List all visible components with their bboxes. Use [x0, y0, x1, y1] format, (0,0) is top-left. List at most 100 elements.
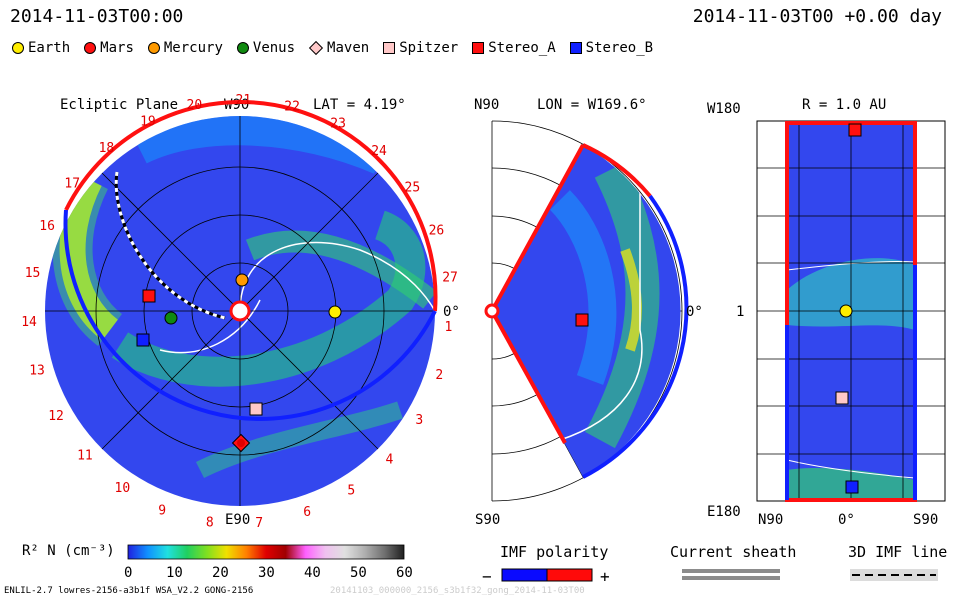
ecliptic-density-band-mid	[111, 210, 426, 387]
meridional-density-band	[585, 162, 660, 449]
legend-maven: Maven	[308, 40, 370, 56]
colorbar-gradient	[127, 544, 405, 560]
imf3d-key	[850, 569, 938, 581]
legend-stereo-a: Stereo_A	[472, 40, 556, 56]
rotation-label: 5	[347, 484, 355, 499]
radial-bottom-mid: 0°	[838, 512, 855, 528]
meridional-current-sheath	[559, 175, 643, 441]
mars-marker-icon	[84, 42, 97, 54]
current-sheath-key	[682, 569, 780, 580]
legend-mercury-label: Mercury	[163, 40, 223, 56]
ecliptic-mars-marker	[237, 439, 245, 447]
legend-venus: Venus	[236, 40, 296, 56]
ecliptic-lat: LAT = 4.19°	[313, 97, 406, 113]
meridional-polarity-arc-negative	[582, 194, 689, 479]
rotation-label: 25	[405, 180, 421, 195]
rotation-label: 6	[303, 505, 311, 520]
ecliptic-density-band-lower	[195, 401, 403, 479]
rotation-label: 19	[140, 115, 156, 130]
colorbar-tick: 30	[258, 565, 275, 581]
rotation-label: 16	[39, 219, 55, 234]
ecliptic-stereo-b-marker	[136, 333, 150, 347]
legend-venus-label: Venus	[252, 40, 296, 56]
ecliptic-right-label: 0°	[443, 304, 460, 320]
sun-inner-boundary	[229, 300, 251, 322]
legend-earth: Earth	[12, 40, 70, 56]
imf-minus-label: −	[482, 567, 492, 586]
ecliptic-spitzer-marker	[249, 402, 263, 416]
ecliptic-density-band-halo	[52, 171, 123, 346]
meridional-bottom-label: S90	[475, 512, 500, 528]
ecliptic-stereo-a-marker	[142, 289, 156, 303]
bodies-legend: Earth Mars Mercury Venus Maven Spitzer S…	[12, 38, 667, 58]
rotation-label: 26	[429, 223, 445, 238]
colorbar-ticks: 0 10 20 30 40 50 60	[124, 565, 413, 581]
footer-model-info: ENLIL-2.7 lowres-2156-a3b1f WSA_V2.2 GON…	[4, 586, 254, 596]
legend-maven-label: Maven	[327, 40, 370, 56]
ecliptic-mercury-marker	[235, 273, 249, 287]
legend-mars-label: Mars	[100, 40, 134, 56]
imf3d-title: 3D IMF line	[848, 543, 948, 561]
legend-spitzer-label: Spitzer	[399, 40, 459, 56]
colorbar-tick: 10	[166, 565, 183, 581]
meridional-lon: LON = W169.6°	[537, 97, 647, 113]
radial-panel: 1 E180 N90 0° S90	[707, 120, 946, 528]
mercury-marker-icon	[147, 42, 160, 54]
imf-positive-swatch	[546, 568, 593, 582]
meridional-right-label: 0°	[686, 304, 703, 320]
rotation-label: 12	[48, 409, 64, 424]
density-colorbar: 0 10 20 30 40 50 60	[124, 544, 413, 581]
rotation-label: 3	[415, 413, 423, 428]
radial-stereo-b-marker	[845, 480, 859, 494]
radial-bottom-n: N90	[758, 512, 783, 528]
meridional-stereo-a-marker	[575, 313, 589, 327]
imf-negative-swatch	[501, 568, 548, 582]
meridional-panel: 0° S90	[475, 120, 703, 528]
ecliptic-polarity-ring-positive	[64, 100, 438, 312]
sheath-line-2	[682, 576, 780, 580]
radial-title: R = 1.0 AU	[802, 97, 887, 113]
radial-mid-left: 1	[736, 304, 744, 320]
rotation-label: 23	[330, 117, 346, 132]
radial-stereo-a-marker	[848, 123, 862, 137]
header-left-time: 2014-11-03T00:00	[10, 6, 184, 27]
rotation-label: 4	[386, 452, 394, 467]
ecliptic-imf-line-dashed	[114, 171, 226, 320]
rotation-label: 1	[445, 320, 453, 335]
rotation-label: 15	[25, 266, 41, 281]
rotation-label: 9	[158, 503, 166, 518]
ecliptic-current-sheath-2	[159, 299, 261, 354]
rotation-label: 7	[255, 516, 263, 531]
footer-run-id: 20141103_000000_2156_s3b1f32_gong_2014-1…	[330, 586, 585, 596]
legend-stereo-b-label: Stereo_B	[585, 40, 654, 56]
meridional-top-label: N90	[474, 97, 500, 113]
meridional-edge-bottom	[490, 310, 567, 444]
rotation-label: 24	[371, 144, 387, 159]
sheath-title: Current sheath	[670, 543, 797, 561]
rotation-label: 18	[99, 141, 115, 156]
rotation-label: 27	[442, 271, 458, 286]
colorbar-label: R² N (cm⁻³)	[22, 543, 115, 559]
legend-stereo-a-label: Stereo_A	[488, 40, 556, 56]
ecliptic-polarity-ring-negative	[63, 209, 437, 421]
ecliptic-density-band-outer	[59, 174, 119, 341]
rotation-label: 20	[187, 98, 203, 113]
legend-stereo-b: Stereo_B	[569, 40, 654, 56]
ecliptic-density-band-inner	[245, 230, 435, 309]
colorbar-tick: 40	[304, 565, 321, 581]
legend-mars: Mars	[84, 40, 134, 56]
spitzer-marker-icon	[383, 42, 396, 54]
rotation-label: 10	[115, 481, 131, 496]
rotation-label: 11	[77, 449, 93, 464]
radial-spitzer-marker	[835, 391, 849, 405]
meridional-sun-boundary	[484, 303, 500, 319]
rotation-label: 2	[435, 368, 443, 383]
meridional-density-band-inner	[549, 190, 617, 385]
imf-polarity-key: − +	[482, 567, 610, 586]
legend-spitzer: Spitzer	[383, 40, 458, 56]
radial-bottom-s: S90	[913, 512, 938, 528]
imf-title: IMF polarity	[500, 543, 609, 561]
legend-mercury: Mercury	[147, 40, 223, 56]
rotation-label: 14	[21, 315, 37, 330]
rotation-label: 21	[236, 93, 252, 108]
